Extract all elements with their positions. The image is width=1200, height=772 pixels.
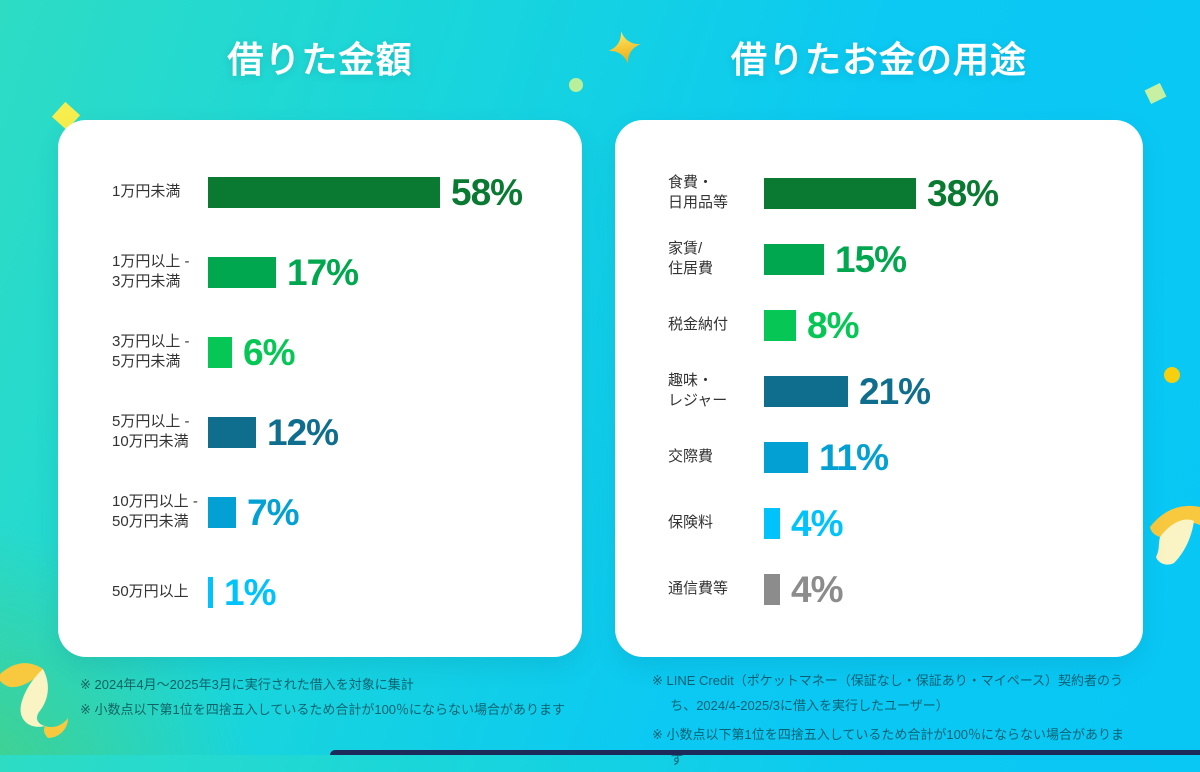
value-label: 4% [791,502,843,544]
bar [764,375,848,407]
chart-title-money-usage: 借りたお金の用途 [730,39,1027,80]
bar [764,573,780,605]
value-label: 11% [819,436,889,478]
chart-row: 交際費 11% [668,424,1143,490]
value-label: 15% [835,238,907,280]
chart-row: 50万円以上 1% [112,552,582,632]
chart-row: 家賃/住居費 15% [668,226,1143,292]
category-label: 1万円未満 [112,182,181,200]
chart-row: 税金納付 8% [668,292,1143,358]
category-label: 通信費等 [668,579,729,597]
category-label: 税金納付 [668,315,729,333]
bar [764,441,808,473]
ribbon-streamer-icon [0,663,68,738]
bar [764,243,824,275]
category-label: 1万円以上 -3万円未満 [112,252,190,290]
category-label: 食費・ 日用品等 [668,173,729,211]
footnote-text: ※ LINE Credit（ポケットマネー（保証なし・保証あり・マイペース）契約… [652,673,1124,713]
category-label: 趣味・ レジャー [668,371,728,409]
next-section-edge [330,750,1200,755]
footnotes-money-usage: ※ LINE Credit（ポケットマネー（保証なし・保証あり・マイペース）契約… [652,668,1132,772]
value-label: 38% [927,172,999,214]
confetti-dot-icon [569,78,583,92]
value-label: 1% [224,571,276,613]
bar-chart-borrowed-amount: 1万円未満 58% 1万円以上 -3万円未満 17% 3万円以上 -5万円未満 6% 5万円… [112,152,582,632]
confetti-square-icon [1144,83,1167,104]
chart-row: 5万円以上 -10万円未満 12% [112,392,582,472]
value-label: 8% [807,304,859,346]
category-label: 家賃/住居費 [668,239,714,277]
chart-card-money-usage: 食費・ 日用品等 38% 家賃/住居費 15% 税金納付 8% 趣味・ レジャー 21% 交際費 11… [615,120,1143,657]
footnotes-borrowed-amount: ※ 2024年4月〜2025年3月に実行された借入を対象に集計 ※ 小数点以下第1… [80,672,640,722]
chart-row: 趣味・ レジャー 21% [668,358,1143,424]
bar [764,177,916,209]
bar-chart-money-usage: 食費・ 日用品等 38% 家賃/住居費 15% 税金納付 8% 趣味・ レジャー 21% 交際費 11… [668,160,1143,622]
chart-title-borrowed-amount: 借りた金額 [227,39,413,80]
chart-row: 3万円以上 -5万円未満 6% [112,312,582,392]
bar [764,507,780,539]
bar [208,416,256,448]
value-label: 6% [243,331,295,373]
value-label: 4% [791,568,843,610]
footnote-text: ※ 小数点以下第1位を四捨五入しているため合計が100％にならない場合があります [652,727,1125,767]
bar [208,576,213,608]
value-label: 7% [247,491,299,533]
value-label: 21% [859,370,931,412]
footnote-text: ※ 2024年4月〜2025年3月に実行された借入を対象に集計 [80,677,414,692]
chart-row: 1万円以上 -3万円未満 17% [112,232,582,312]
sparkle-icon [608,31,641,64]
category-label: 交際費 [668,447,714,465]
bar [208,496,236,528]
chart-row: 保険料 4% [668,490,1143,556]
bar [208,256,276,288]
chart-row: 食費・ 日用品等 38% [668,160,1143,226]
chart-row: 通信費等 4% [668,556,1143,622]
category-label: 保険料 [668,513,714,531]
category-label: 10万円以上 -50万円未満 [112,492,198,530]
confetti-dot-icon [1164,367,1180,383]
category-label: 50万円以上 [112,582,189,600]
bar [208,176,440,208]
value-label: 12% [267,411,339,453]
value-label: 58% [451,171,523,213]
chart-row: 10万円以上 -50万円未満 7% [112,472,582,552]
bar [764,309,796,341]
ribbon-streamer-icon [1150,505,1200,565]
category-label: 3万円以上 -5万円未満 [112,332,190,370]
chart-row: 1万円未満 58% [112,152,582,232]
chart-card-borrowed-amount: 1万円未満 58% 1万円以上 -3万円未満 17% 3万円以上 -5万円未満 6% 5万円… [58,120,582,657]
bar [208,336,232,368]
category-label: 5万円以上 -10万円未満 [112,412,190,450]
value-label: 17% [287,251,359,293]
footnote-text: ※ 小数点以下第1位を四捨五入しているため合計が100％にならない場合があります [80,702,566,717]
